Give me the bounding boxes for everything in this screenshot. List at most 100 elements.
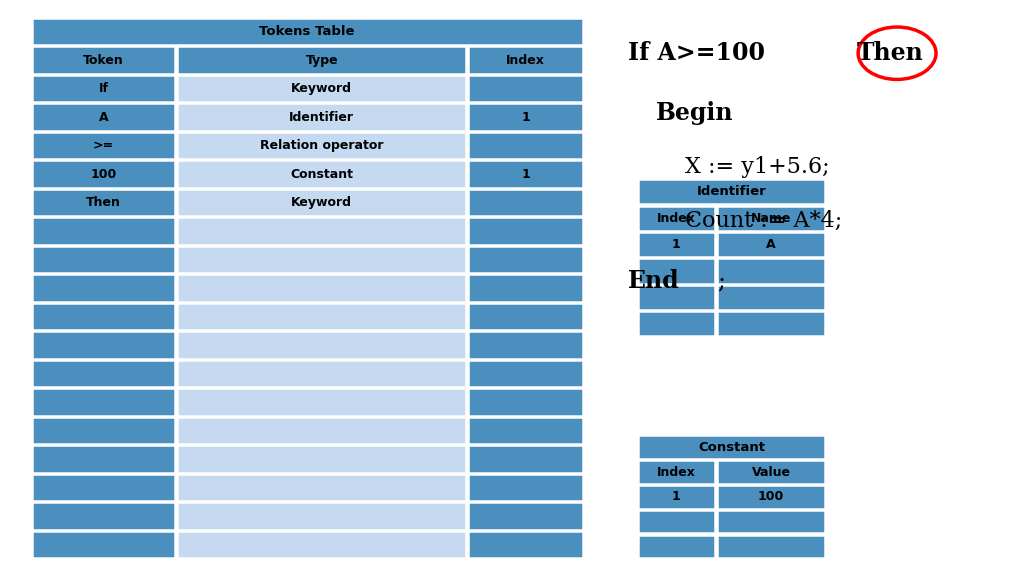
FancyBboxPatch shape <box>177 274 466 302</box>
Text: Constant: Constant <box>698 441 765 454</box>
FancyBboxPatch shape <box>32 474 175 501</box>
FancyBboxPatch shape <box>717 510 825 533</box>
Text: 100: 100 <box>90 168 117 180</box>
FancyBboxPatch shape <box>177 417 466 444</box>
FancyBboxPatch shape <box>717 285 825 310</box>
FancyBboxPatch shape <box>32 388 175 416</box>
FancyBboxPatch shape <box>717 485 825 509</box>
FancyBboxPatch shape <box>468 417 583 444</box>
FancyBboxPatch shape <box>717 460 825 484</box>
Text: 1: 1 <box>521 111 529 123</box>
FancyBboxPatch shape <box>638 258 715 283</box>
FancyBboxPatch shape <box>177 75 466 102</box>
Text: X := y1+5.6;: X := y1+5.6; <box>685 156 830 178</box>
FancyBboxPatch shape <box>177 217 466 245</box>
Text: Relation operator: Relation operator <box>260 139 384 152</box>
FancyBboxPatch shape <box>468 132 583 159</box>
Text: 1: 1 <box>672 490 681 503</box>
FancyBboxPatch shape <box>638 535 715 558</box>
FancyBboxPatch shape <box>468 75 583 102</box>
FancyBboxPatch shape <box>468 46 583 74</box>
FancyBboxPatch shape <box>177 189 466 216</box>
FancyBboxPatch shape <box>717 535 825 558</box>
FancyBboxPatch shape <box>177 502 466 530</box>
Text: Value: Value <box>752 465 791 479</box>
FancyBboxPatch shape <box>177 132 466 159</box>
FancyBboxPatch shape <box>32 103 175 131</box>
FancyBboxPatch shape <box>468 303 583 330</box>
FancyBboxPatch shape <box>32 274 175 302</box>
FancyBboxPatch shape <box>177 445 466 473</box>
Text: Then: Then <box>857 41 924 65</box>
FancyBboxPatch shape <box>32 531 175 558</box>
FancyBboxPatch shape <box>638 435 825 459</box>
FancyBboxPatch shape <box>468 274 583 302</box>
FancyBboxPatch shape <box>32 75 175 102</box>
FancyBboxPatch shape <box>32 132 175 159</box>
FancyBboxPatch shape <box>177 531 466 558</box>
Text: Index: Index <box>657 211 696 225</box>
FancyBboxPatch shape <box>638 460 715 484</box>
Text: >=: >= <box>93 139 114 152</box>
FancyBboxPatch shape <box>32 417 175 444</box>
Text: If: If <box>98 82 109 95</box>
FancyBboxPatch shape <box>468 502 583 530</box>
FancyBboxPatch shape <box>32 18 583 45</box>
FancyBboxPatch shape <box>638 311 715 336</box>
FancyBboxPatch shape <box>638 285 715 310</box>
Text: Token: Token <box>83 54 124 66</box>
FancyBboxPatch shape <box>638 510 715 533</box>
FancyBboxPatch shape <box>32 217 175 245</box>
Text: 1: 1 <box>672 238 681 251</box>
Text: A: A <box>766 238 776 251</box>
FancyBboxPatch shape <box>468 331 583 359</box>
FancyBboxPatch shape <box>32 160 175 188</box>
FancyBboxPatch shape <box>32 46 175 74</box>
FancyBboxPatch shape <box>468 474 583 501</box>
Text: Identifier: Identifier <box>696 185 767 198</box>
FancyBboxPatch shape <box>32 246 175 273</box>
Text: Name: Name <box>751 211 792 225</box>
FancyBboxPatch shape <box>638 206 715 231</box>
Text: If A>=100: If A>=100 <box>628 41 773 65</box>
Text: Index: Index <box>657 465 696 479</box>
FancyBboxPatch shape <box>638 485 715 509</box>
Text: 1: 1 <box>521 168 529 180</box>
FancyBboxPatch shape <box>32 303 175 330</box>
Text: Identifier: Identifier <box>289 111 354 123</box>
FancyBboxPatch shape <box>177 331 466 359</box>
Text: End: End <box>628 269 679 293</box>
FancyBboxPatch shape <box>177 388 466 416</box>
FancyBboxPatch shape <box>177 303 466 330</box>
Text: Index: Index <box>506 54 545 66</box>
FancyBboxPatch shape <box>32 189 175 216</box>
FancyBboxPatch shape <box>717 206 825 231</box>
Text: Keyword: Keyword <box>291 82 352 95</box>
FancyBboxPatch shape <box>177 360 466 387</box>
FancyBboxPatch shape <box>32 331 175 359</box>
FancyBboxPatch shape <box>32 445 175 473</box>
Text: Tokens Table: Tokens Table <box>259 25 355 38</box>
FancyBboxPatch shape <box>468 189 583 216</box>
FancyBboxPatch shape <box>177 246 466 273</box>
FancyBboxPatch shape <box>32 502 175 530</box>
FancyBboxPatch shape <box>468 103 583 131</box>
Text: ;: ; <box>718 270 725 293</box>
Text: A: A <box>98 111 109 123</box>
Text: Count := A*4;: Count := A*4; <box>685 210 843 232</box>
FancyBboxPatch shape <box>638 179 825 204</box>
FancyBboxPatch shape <box>717 232 825 257</box>
Text: Type: Type <box>305 54 338 66</box>
FancyBboxPatch shape <box>177 474 466 501</box>
FancyBboxPatch shape <box>638 232 715 257</box>
Text: Constant: Constant <box>290 168 353 180</box>
FancyBboxPatch shape <box>468 246 583 273</box>
FancyBboxPatch shape <box>468 388 583 416</box>
FancyBboxPatch shape <box>468 217 583 245</box>
Text: Keyword: Keyword <box>291 196 352 209</box>
FancyBboxPatch shape <box>468 531 583 558</box>
FancyBboxPatch shape <box>468 360 583 387</box>
Text: Begin: Begin <box>655 101 733 125</box>
FancyBboxPatch shape <box>468 160 583 188</box>
Text: Then: Then <box>86 196 121 209</box>
